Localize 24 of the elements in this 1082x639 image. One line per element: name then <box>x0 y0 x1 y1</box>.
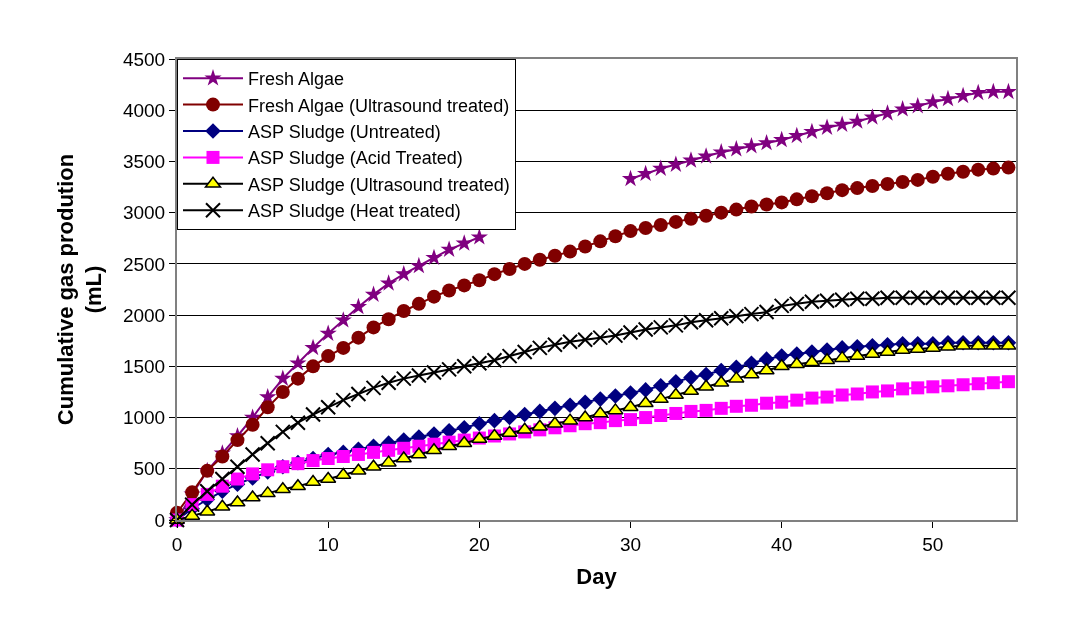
y-tick-label: 4500 <box>122 48 166 70</box>
legend-label: ASP Sludge (Untreated) <box>248 122 441 143</box>
legend-label: ASP Sludge (Acid Treated) <box>248 148 463 169</box>
y-tick-label: 3500 <box>122 151 166 173</box>
y-tick-label: 2500 <box>122 253 166 275</box>
x-tick-label: 30 <box>619 533 642 555</box>
x-axis-title: Day <box>576 564 618 590</box>
y-tick-label: 1500 <box>122 355 166 377</box>
x-tick-label: 10 <box>317 533 339 555</box>
y-axis-title: Cumulative gas prodution (mL) <box>52 153 107 426</box>
legend-label: ASP Sludge (Heat treated) <box>248 201 461 222</box>
y-tick-label: 1000 <box>122 407 166 429</box>
y-tick-label: 2000 <box>122 304 166 326</box>
legend-label: Fresh Algae <box>248 69 345 90</box>
y-tick-label: 3000 <box>122 202 166 224</box>
legend-label: ASP Sludge (Ultrasound treated) <box>248 174 510 195</box>
x-tick-label: 0 <box>171 533 183 555</box>
x-tick-label: 40 <box>771 533 793 555</box>
y-tick-label: 4000 <box>122 99 166 121</box>
legend-label: Fresh Algae (Ultrasound treated) <box>248 95 510 116</box>
y-tick-label: 0 <box>154 509 166 531</box>
x-tick-label: 20 <box>468 533 490 555</box>
y-tick-label: 500 <box>133 458 166 480</box>
x-tick-label: 50 <box>922 533 944 555</box>
